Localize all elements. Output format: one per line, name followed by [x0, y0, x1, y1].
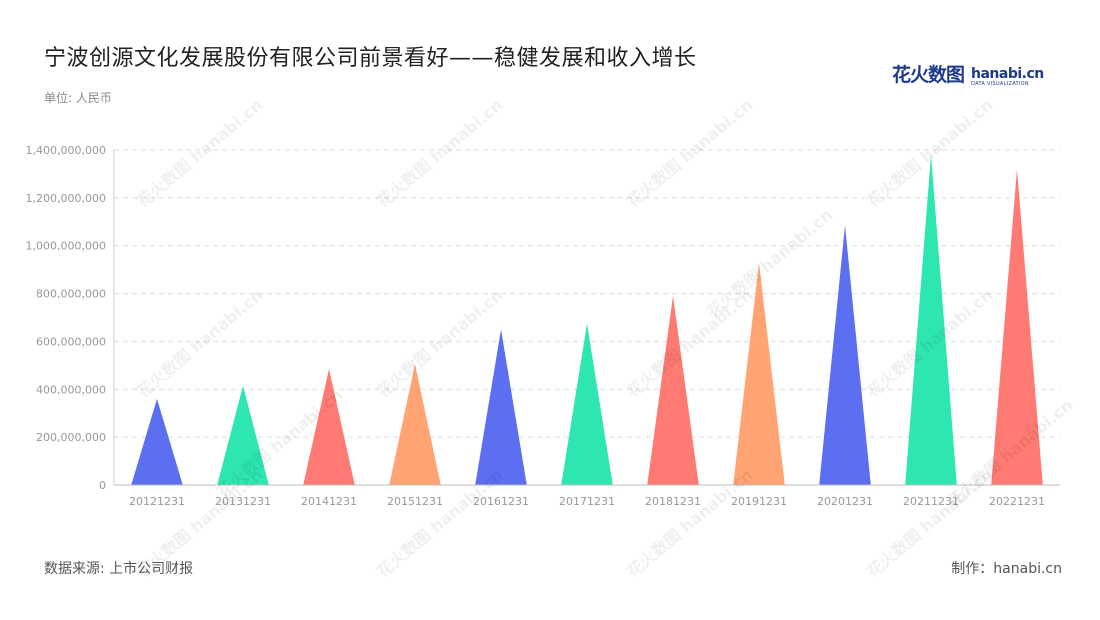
x-tick-label: 20211231: [903, 495, 959, 508]
data-source: 数据来源: 上市公司财报: [44, 561, 194, 577]
unit-label: 单位: 人民币: [44, 91, 112, 105]
y-tick-label: 400,000,000: [36, 383, 106, 396]
bar-20191231: [733, 262, 785, 485]
y-tick-label: 1,200,000,000: [26, 192, 106, 205]
x-axis: 20121231 20131231 20141231 20151231 20161231…: [114, 484, 1060, 508]
x-tick-label: 20181231: [645, 495, 701, 508]
logo-subtext: DATA VISUALIZATION: [971, 81, 1029, 87]
x-tick-label: 20201231: [817, 495, 873, 508]
x-tick-label: 20121231: [129, 495, 185, 508]
logo-text-cn: 花火数图: [892, 64, 965, 86]
y-tick-label: 0: [99, 479, 106, 492]
bar-20151231: [389, 364, 441, 485]
y-tick-label: 800,000,000: [36, 288, 106, 301]
chart-title: 宁波创源文化发展股份有限公司前景看好——稳健发展和收入增长: [44, 46, 697, 71]
bar-20211231: [905, 154, 957, 486]
x-tick-label: 20151231: [387, 495, 443, 508]
bar-20161231: [475, 329, 527, 485]
x-tick-label: 20161231: [473, 495, 529, 508]
x-tick-label: 20221231: [989, 495, 1045, 508]
y-tick-label: 200,000,000: [36, 431, 106, 444]
bar-20181231: [647, 295, 699, 485]
x-tick-label: 20191231: [731, 495, 787, 508]
bar-20171231: [561, 323, 613, 485]
bar-20141231: [303, 368, 355, 485]
bars: [131, 154, 1043, 486]
brand-logo: 花火数图 hanabi.cn DATA VISUALIZATION: [892, 60, 1044, 87]
logo-text-en: hanabi.cn: [971, 66, 1044, 82]
bar-20131231: [217, 385, 269, 485]
bar-20201231: [819, 225, 871, 485]
y-tick-label: 1,000,000,000: [26, 240, 106, 253]
x-tick-label: 20141231: [301, 495, 357, 508]
x-tick-label: 20131231: [215, 495, 271, 508]
x-tick-label: 20171231: [559, 495, 615, 508]
bar-20221231: [991, 169, 1043, 485]
y-axis: 0 200,000,000 400,000,000 600,000,000 800,00…: [26, 144, 115, 492]
logo-text-group: hanabi.cn DATA VISUALIZATION: [971, 67, 1044, 87]
y-tick-label: 600,000,000: [36, 335, 106, 348]
bar-20121231: [131, 398, 183, 485]
credit-text: 制作：hanabi.cn: [951, 561, 1062, 577]
y-tick-label: 1,400,000,000: [26, 144, 106, 157]
